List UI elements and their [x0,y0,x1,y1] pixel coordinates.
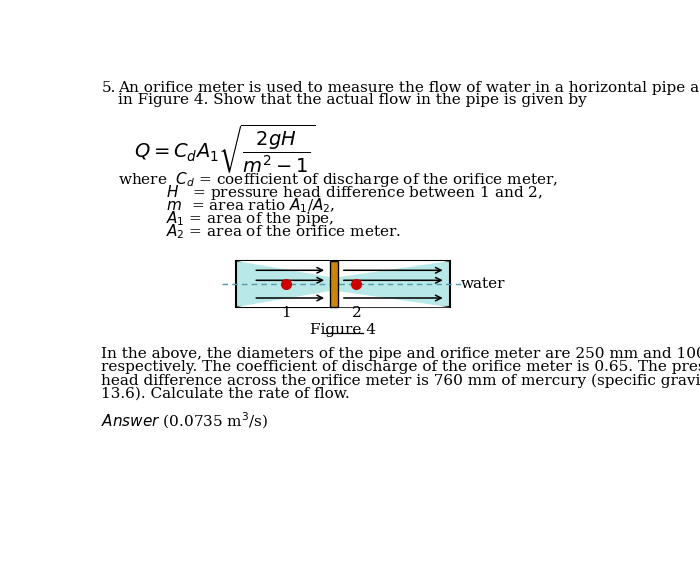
Text: Figure 4: Figure 4 [310,322,377,336]
Text: $H$   = pressure head difference between 1 and 2,: $H$ = pressure head difference between 1… [118,183,543,202]
Text: respectively. The coefficient of discharge of the orifice meter is 0.65. The pre: respectively. The coefficient of dischar… [102,360,700,374]
Polygon shape [237,261,330,277]
Text: $A_2$ = area of the orifice meter.: $A_2$ = area of the orifice meter. [118,223,402,241]
Text: water: water [461,277,505,291]
Bar [330,261,338,307]
Text: 13.6). Calculate the rate of flow.: 13.6). Calculate the rate of flow. [102,387,350,401]
Text: in Figure 4. Show that the actual flow in the pipe is given by: in Figure 4. Show that the actual flow i… [118,93,587,107]
Text: $m$  = area ratio $A_1$/$A_2$,: $m$ = area ratio $A_1$/$A_2$, [118,196,336,215]
Text: $Q = C_d A_1 \sqrt{\dfrac{2gH}{m^2 - 1}}$: $Q = C_d A_1 \sqrt{\dfrac{2gH}{m^2 - 1}}… [134,123,315,175]
Text: $A_1$ = area of the pipe,: $A_1$ = area of the pipe, [118,210,335,228]
Text: 2: 2 [352,305,362,319]
Bar [237,261,450,307]
Text: where  $C_d$ = coefficient of discharge of the orifice meter,: where $C_d$ = coefficient of discharge o… [118,170,559,189]
Text: In the above, the diameters of the pipe and orifice meter are 250 mm and 100 mm: In the above, the diameters of the pipe … [102,347,700,361]
Text: An orifice meter is used to measure the flow of water in a horizontal pipe as sh: An orifice meter is used to measure the … [118,81,700,95]
Text: 1: 1 [281,305,290,319]
Polygon shape [237,291,330,307]
Polygon shape [338,261,450,277]
Text: 5.: 5. [102,81,116,95]
Text: head difference across the orifice meter is 760 mm of mercury (specific gravity: head difference across the orifice meter… [102,373,700,388]
Text: $\mathit{Answer}$ (0.0735 m$^3$/s): $\mathit{Answer}$ (0.0735 m$^3$/s) [102,411,269,431]
Polygon shape [338,291,450,307]
